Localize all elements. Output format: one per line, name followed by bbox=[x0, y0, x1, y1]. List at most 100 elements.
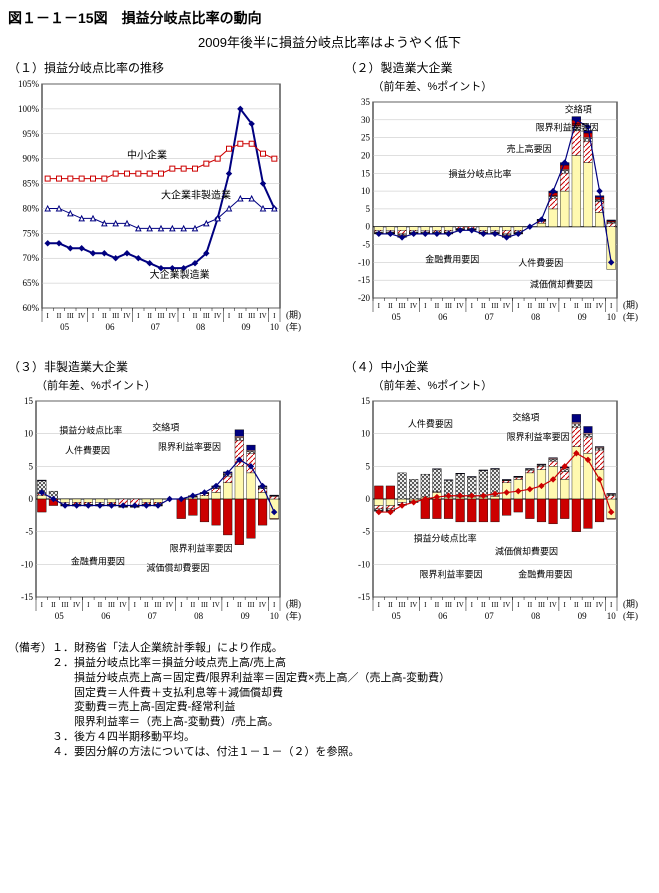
svg-text:I: I bbox=[424, 601, 427, 609]
chart-1: （１）損益分岐点比率の推移 60%65%70%75%80%85%90%95%10… bbox=[8, 59, 315, 338]
svg-text:限界利益率要因: 限界利益率要因 bbox=[506, 431, 569, 442]
svg-text:II: II bbox=[527, 601, 532, 609]
svg-text:II: II bbox=[481, 601, 486, 609]
svg-text:25: 25 bbox=[361, 133, 371, 143]
note-line: （備考）１．財務省「法人企業統計季報」により作成。 bbox=[8, 641, 651, 656]
svg-text:III: III bbox=[537, 601, 545, 609]
svg-text:II: II bbox=[573, 302, 578, 310]
svg-text:金融費用要因: 金融費用要因 bbox=[71, 555, 125, 566]
svg-text:09: 09 bbox=[577, 611, 587, 621]
chart-4: （４）中小企業 （前年差、%ポイント） -15-10-5051015人件費要因交… bbox=[345, 358, 652, 627]
svg-text:I: I bbox=[517, 302, 520, 310]
svg-text:損益分岐点比率: 損益分岐点比率 bbox=[448, 168, 511, 179]
svg-text:IV: IV bbox=[549, 302, 556, 310]
svg-text:08: 08 bbox=[196, 322, 206, 332]
svg-text:限界利益率要因: 限界利益率要因 bbox=[535, 122, 598, 133]
svg-text:人件費要因: 人件費要因 bbox=[407, 418, 452, 429]
svg-text:08: 08 bbox=[531, 312, 541, 322]
svg-text:-10: -10 bbox=[21, 559, 33, 569]
svg-text:交絡項: 交絡項 bbox=[152, 421, 179, 432]
svg-text:IV: IV bbox=[595, 302, 602, 310]
chart-2-unit: （前年差、%ポイント） bbox=[373, 78, 652, 94]
svg-text:限界利益率要因: 限界利益率要因 bbox=[170, 542, 233, 553]
svg-text:(年): (年) bbox=[623, 311, 638, 322]
chart-1-title: （１）損益分岐点比率の推移 bbox=[8, 59, 315, 76]
svg-text:IV: IV bbox=[212, 601, 219, 609]
svg-text:(期): (期) bbox=[286, 599, 301, 609]
notes-block: （備考）１．財務省「法人企業統計季報」により作成。 ２．損益分岐点比率＝損益分岐… bbox=[8, 641, 651, 760]
svg-text:10: 10 bbox=[361, 186, 371, 196]
svg-text:III: III bbox=[158, 312, 166, 320]
svg-text:II: II bbox=[57, 312, 62, 320]
svg-text:(期): (期) bbox=[623, 300, 638, 310]
svg-text:10: 10 bbox=[24, 429, 34, 439]
svg-text:III: III bbox=[67, 312, 75, 320]
svg-text:金融費用要因: 金融費用要因 bbox=[518, 568, 572, 579]
svg-text:III: III bbox=[248, 312, 256, 320]
svg-text:0: 0 bbox=[365, 222, 370, 232]
svg-text:損益分岐点比率: 損益分岐点比率 bbox=[413, 532, 476, 543]
charts-grid: （１）損益分岐点比率の推移 60%65%70%75%80%85%90%95%10… bbox=[8, 59, 651, 627]
svg-text:15: 15 bbox=[24, 396, 34, 406]
svg-text:交絡項: 交絡項 bbox=[512, 412, 539, 423]
svg-text:交絡項: 交絡項 bbox=[564, 104, 591, 115]
svg-text:I: I bbox=[610, 601, 613, 609]
svg-text:I: I bbox=[273, 601, 276, 609]
svg-text:IV: IV bbox=[502, 601, 509, 609]
chart-3-svg: -15-10-5051015損益分岐点比率交絡項限界利益率要因人件費要因限界利益… bbox=[8, 395, 308, 627]
svg-text:06: 06 bbox=[101, 611, 111, 621]
svg-text:-10: -10 bbox=[358, 257, 370, 267]
note-line: 固定費＝人件費＋支払利息等＋減価償却費 bbox=[8, 686, 651, 701]
svg-text:I: I bbox=[182, 312, 185, 320]
svg-text:80%: 80% bbox=[23, 203, 40, 213]
svg-text:(年): (年) bbox=[286, 610, 301, 621]
svg-text:II: II bbox=[388, 601, 393, 609]
svg-text:III: III bbox=[445, 601, 453, 609]
svg-text:-15: -15 bbox=[358, 275, 370, 285]
svg-text:減価償却費要因: 減価償却費要因 bbox=[495, 546, 558, 557]
svg-text:IV: IV bbox=[73, 601, 80, 609]
svg-text:I: I bbox=[610, 302, 613, 310]
svg-text:I: I bbox=[87, 601, 90, 609]
chart-2-title: （２）製造業大企業 bbox=[345, 59, 652, 76]
svg-text:85%: 85% bbox=[23, 179, 40, 189]
chart-2-svg: -20-15-10-505101520253035交絡項限界利益率要因売上高要因… bbox=[345, 96, 645, 328]
svg-text:III: III bbox=[155, 601, 163, 609]
svg-text:III: III bbox=[584, 302, 592, 310]
svg-text:IV: IV bbox=[214, 312, 221, 320]
svg-text:-5: -5 bbox=[26, 527, 34, 537]
svg-text:I: I bbox=[273, 312, 276, 320]
svg-text:II: II bbox=[434, 302, 439, 310]
svg-text:IV: IV bbox=[259, 601, 266, 609]
chart-1-svg: 60%65%70%75%80%85%90%95%100%105%中小企業大企業非… bbox=[8, 78, 308, 338]
figure-subtitle: 2009年後半に損益分岐点比率はようやく低下 bbox=[8, 32, 651, 51]
svg-text:限界利益率要因: 限界利益率要因 bbox=[158, 441, 221, 452]
svg-text:I: I bbox=[228, 312, 231, 320]
note-line: 限界利益率＝（売上高-変動費）/売上高。 bbox=[8, 715, 651, 730]
svg-text:20: 20 bbox=[361, 150, 371, 160]
svg-text:III: III bbox=[112, 312, 120, 320]
svg-text:70%: 70% bbox=[23, 253, 40, 263]
svg-text:IV: IV bbox=[409, 302, 416, 310]
svg-text:05: 05 bbox=[391, 611, 401, 621]
svg-text:05: 05 bbox=[391, 312, 401, 322]
svg-text:人件費要因: 人件費要因 bbox=[65, 444, 110, 455]
svg-text:07: 07 bbox=[148, 611, 158, 621]
svg-text:I: I bbox=[563, 302, 566, 310]
svg-text:105%: 105% bbox=[18, 79, 40, 89]
svg-text:II: II bbox=[238, 312, 243, 320]
svg-text:II: II bbox=[573, 601, 578, 609]
svg-text:III: III bbox=[584, 601, 592, 609]
svg-text:II: II bbox=[51, 601, 56, 609]
svg-text:07: 07 bbox=[484, 312, 494, 322]
svg-text:75%: 75% bbox=[23, 228, 40, 238]
svg-text:III: III bbox=[201, 601, 209, 609]
svg-text:III: III bbox=[491, 601, 499, 609]
svg-text:08: 08 bbox=[531, 611, 541, 621]
svg-text:I: I bbox=[517, 601, 520, 609]
svg-text:10: 10 bbox=[606, 611, 616, 621]
svg-text:100%: 100% bbox=[18, 104, 40, 114]
svg-text:大企業製造業: 大企業製造業 bbox=[150, 268, 210, 281]
svg-text:IV: IV bbox=[78, 312, 85, 320]
svg-text:II: II bbox=[237, 601, 242, 609]
